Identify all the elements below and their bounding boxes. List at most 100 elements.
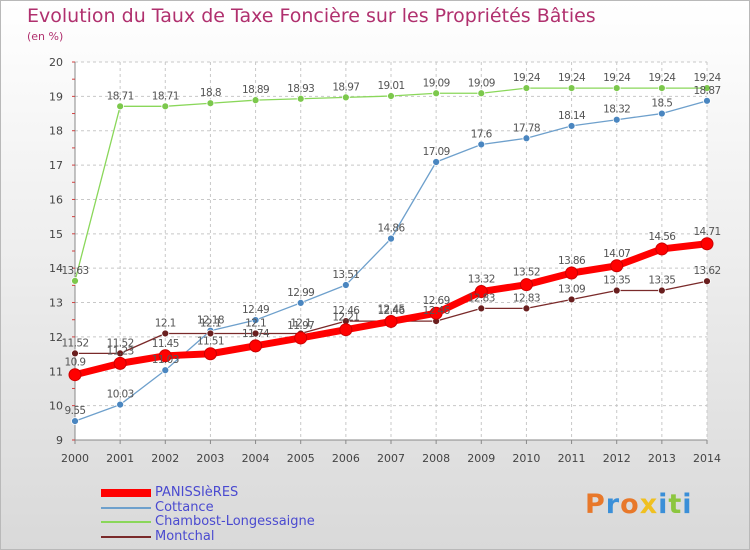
data-label: 12.83 xyxy=(513,292,540,304)
data-label: 18.32 xyxy=(603,104,630,116)
data-point xyxy=(519,278,533,292)
data-point xyxy=(477,89,486,98)
data-point xyxy=(116,102,125,111)
data-point xyxy=(203,347,217,361)
legend-label: PANISSIèRES xyxy=(155,485,239,500)
data-label: 19.01 xyxy=(377,80,404,92)
data-point xyxy=(68,368,82,382)
data-point xyxy=(113,356,127,370)
data-point xyxy=(71,349,79,358)
legend-swatch xyxy=(101,489,151,498)
data-point xyxy=(567,84,576,93)
x-tick-label: 2005 xyxy=(287,452,315,465)
data-label: 13.51 xyxy=(332,269,359,281)
data-point xyxy=(432,158,441,166)
data-point xyxy=(161,329,170,338)
data-point xyxy=(655,242,669,256)
data-point xyxy=(703,277,711,286)
data-label: 12.46 xyxy=(332,305,360,317)
logo-letter: P xyxy=(585,489,606,520)
data-point xyxy=(161,366,170,375)
legend-item: Cottance xyxy=(101,500,315,516)
legend-swatch xyxy=(101,535,151,538)
data-label: 19.24 xyxy=(648,72,676,84)
x-tick-label: 2002 xyxy=(151,452,179,465)
data-label: 12.46 xyxy=(423,305,451,317)
data-point xyxy=(700,237,714,251)
data-label: 12.99 xyxy=(287,287,314,299)
data-label: 18.97 xyxy=(332,81,359,93)
data-label: 19.24 xyxy=(693,72,721,84)
y-tick-label: 18 xyxy=(49,125,63,138)
data-label: 12.69 xyxy=(423,295,450,307)
data-point xyxy=(294,331,308,345)
legend-label: Chambost-Longessaigne xyxy=(155,514,315,529)
data-point xyxy=(657,286,666,295)
data-point xyxy=(657,84,666,93)
logo-letter: i xyxy=(658,489,669,520)
chart-title: Evolution du Taux de Taxe Foncière sur l… xyxy=(27,5,596,27)
data-label: 14.07 xyxy=(603,248,630,260)
data-label: 12.1 xyxy=(200,317,221,329)
legend-item: Chambost-Longessaigne xyxy=(101,514,315,530)
data-label: 11.97 xyxy=(287,320,314,332)
legend-item: Montchal xyxy=(101,528,315,545)
x-tick-label: 2006 xyxy=(332,452,360,465)
logo-letter: r xyxy=(605,489,621,520)
data-label: 13.63 xyxy=(61,265,88,277)
y-tick-label: 16 xyxy=(49,193,63,206)
data-point xyxy=(657,109,666,118)
data-label: 17.78 xyxy=(513,122,540,134)
logo-letter: t xyxy=(668,489,683,520)
data-label: 18.71 xyxy=(152,90,179,102)
x-tick-label: 2004 xyxy=(242,452,270,465)
data-label: 13.35 xyxy=(603,275,630,287)
data-label: 13.35 xyxy=(648,275,675,287)
x-tick-label: 2001 xyxy=(106,452,134,465)
data-point xyxy=(477,140,486,149)
x-tick-label: 2010 xyxy=(512,452,540,465)
data-label: 14.71 xyxy=(693,226,720,238)
data-label: 19.09 xyxy=(468,77,495,89)
data-label: 18.87 xyxy=(693,85,720,97)
data-label: 18.89 xyxy=(242,84,269,96)
y-tick-label: 10 xyxy=(49,400,63,413)
data-label: 11.52 xyxy=(61,337,88,349)
data-point xyxy=(384,314,398,328)
legend-swatch xyxy=(101,521,151,524)
data-point xyxy=(251,329,260,338)
data-label: 12.1 xyxy=(290,317,311,329)
y-tick-label: 20 xyxy=(49,56,63,69)
x-tick-label: 2007 xyxy=(377,452,405,465)
data-point xyxy=(296,94,305,103)
data-label: 12.46 xyxy=(377,305,405,317)
data-label: 10.9 xyxy=(65,357,86,369)
data-point xyxy=(341,281,350,289)
x-tick-label: 2000 xyxy=(61,452,89,465)
data-point xyxy=(474,285,488,299)
data-point xyxy=(565,266,579,280)
data-point xyxy=(387,92,395,100)
data-label: 12.21 xyxy=(332,312,359,324)
y-tick-label: 19 xyxy=(49,90,63,103)
data-point xyxy=(339,323,353,337)
x-tick-label: 2011 xyxy=(558,452,586,465)
data-label: 11.45 xyxy=(152,338,179,350)
data-point xyxy=(251,316,260,324)
data-label: 19.09 xyxy=(423,77,450,89)
data-point xyxy=(703,84,711,93)
data-label: 17.09 xyxy=(423,146,450,158)
data-point xyxy=(522,84,531,93)
data-point xyxy=(206,99,215,108)
data-label: 12.1 xyxy=(245,317,266,329)
data-point xyxy=(477,304,486,313)
data-label: 19.24 xyxy=(558,72,586,84)
x-tick-label: 2008 xyxy=(422,452,450,465)
data-point xyxy=(522,304,531,313)
data-label: 18.14 xyxy=(558,110,586,122)
legend-label: Montchal xyxy=(155,528,215,544)
x-tick-label: 2003 xyxy=(196,452,224,465)
data-point xyxy=(206,329,215,338)
data-label: 13.86 xyxy=(558,255,586,267)
